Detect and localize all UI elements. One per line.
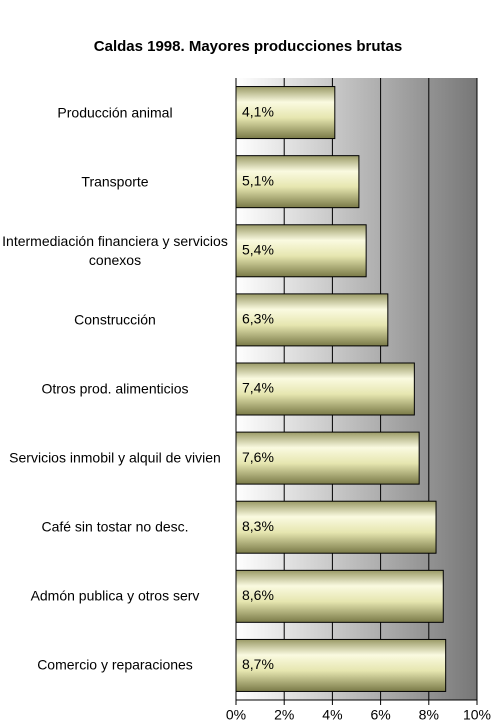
bar [235,224,367,278]
x-tick-label: 0% [226,707,246,723]
bar [235,638,447,692]
y-tick-label: Comercio y reparaciones [37,656,193,673]
y-tick-label: Café sin tostar no desc. [41,518,189,535]
bar [235,569,444,623]
data-label: 7,6% [242,449,274,465]
data-label: 4,1% [242,103,274,119]
y-tick-label: Otros prod. alimenticios [41,380,189,397]
data-label: 5,1% [242,172,274,188]
data-label: 8,7% [242,656,274,672]
x-tick-label: 8% [419,707,439,723]
data-label: 6,3% [242,311,274,327]
x-tick-label: 10% [463,707,491,723]
bar [235,500,437,554]
y-tick-label: Producción animal [57,104,173,121]
bar [235,86,336,140]
bar [235,431,420,485]
data-label: 8,6% [242,587,274,603]
data-label: 8,3% [242,518,274,534]
bar [235,155,360,209]
y-tick-label: Construcción [74,311,156,328]
y-tick-label: Servicios inmobil y alquil de vivien [9,449,221,466]
x-tick-label: 2% [274,707,294,723]
bar [235,293,389,347]
data-label: 7,4% [242,380,274,396]
y-tick-label: Transporte [81,173,149,190]
y-tick-label: Intermediación financiera y servicios co… [2,232,228,268]
bar [235,362,415,416]
y-tick-label: Admón publica y otros serv [30,587,200,604]
data-label: 5,4% [242,241,274,257]
x-tick-label: 6% [370,707,390,723]
x-tick-label: 4% [322,707,342,723]
chart-title: Caldas 1998. Mayores producciones brutas [94,38,402,55]
